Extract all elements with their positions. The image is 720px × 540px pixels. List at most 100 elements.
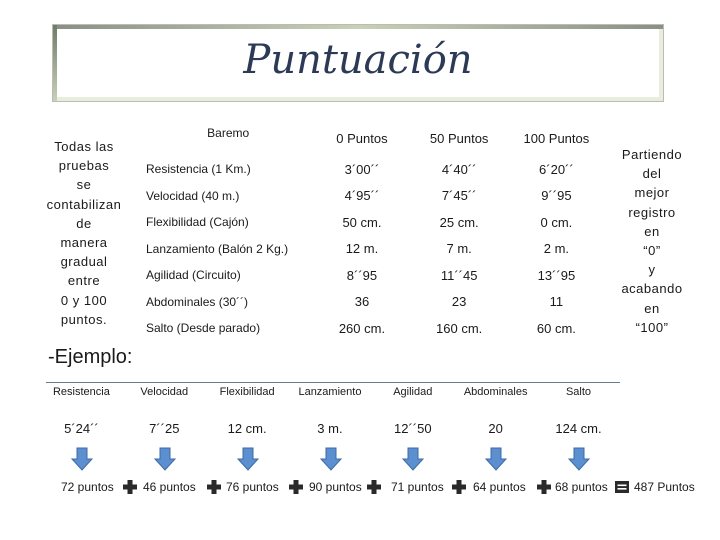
table-row: Salto (Desde parado) 260 cm. 160 cm. 60 … bbox=[143, 315, 605, 342]
baremo-header: Baremo bbox=[207, 126, 250, 140]
points-value: 90 puntos bbox=[309, 480, 362, 494]
ejemplo-label: Abdominales bbox=[463, 386, 528, 398]
ejemplo-value: 12 cm. bbox=[227, 421, 267, 436]
score-cell: 9´´95 bbox=[541, 188, 572, 204]
right-note-line: “100” bbox=[635, 319, 669, 335]
right-note-line: en bbox=[644, 300, 660, 316]
down-arrow-icon bbox=[153, 447, 177, 471]
points-value: 64 puntos bbox=[473, 480, 526, 494]
plus-icon bbox=[123, 480, 137, 494]
score-cell: 25 cm. bbox=[439, 214, 479, 230]
right-note-line: mejor bbox=[634, 185, 670, 201]
plus-icon bbox=[452, 480, 466, 494]
left-note-line: Todas las bbox=[54, 139, 114, 154]
table-row: Flexibilidad (Cajón) 50 cm. 25 cm. 0 cm. bbox=[143, 209, 605, 236]
points-value: 71 puntos bbox=[391, 480, 444, 494]
left-note: Todas las pruebas se contabilizan de man… bbox=[40, 137, 128, 329]
left-note-line: de bbox=[76, 215, 92, 231]
right-note-line: del bbox=[642, 166, 662, 182]
score-cell: 7 m. bbox=[446, 241, 472, 257]
score-cell: 8´´95 bbox=[346, 267, 378, 283]
left-note-line: contabilizan bbox=[46, 196, 122, 212]
ejemplo-value: 7´´25 bbox=[149, 421, 180, 436]
title-frame: Puntuación bbox=[52, 24, 664, 102]
score-cell: 3´00´´ bbox=[344, 161, 380, 177]
right-note-line: registro bbox=[628, 204, 676, 220]
left-note-line: manera bbox=[60, 235, 108, 251]
score-cell: 13´´95 bbox=[537, 267, 576, 283]
score-cell: 36 bbox=[354, 294, 370, 310]
down-arrow-icon bbox=[567, 447, 591, 471]
right-note-line: acabando bbox=[621, 281, 683, 297]
right-note-line: Partiendo bbox=[621, 147, 683, 162]
baremo-header-row: Baremo 0 Puntos 50 Puntos 100 Puntos bbox=[143, 120, 605, 156]
score-cell: 12 m. bbox=[345, 241, 379, 257]
equals-icon bbox=[615, 481, 629, 493]
table-row: Resistencia (1 Km.) 3´00´´ 4´40´´ 6´20´´ bbox=[143, 156, 605, 183]
ejemplo-label: Agilidad bbox=[393, 386, 433, 398]
table-row: Abdominales (30´´) 36 23 11 bbox=[143, 289, 605, 316]
points-value: 76 puntos bbox=[226, 480, 279, 494]
test-name: Flexibilidad (Cajón) bbox=[146, 215, 249, 230]
total-points: 487 Puntos bbox=[634, 480, 695, 494]
left-note-line: gradual bbox=[60, 254, 108, 270]
table-row: Lanzamiento (Balón 2 Kg.) 12 m. 7 m. 2 m… bbox=[143, 236, 605, 263]
ejemplo-label: Salto bbox=[565, 386, 592, 398]
score-cell: 0 cm. bbox=[540, 214, 573, 230]
ejemplo-label: Velocidad bbox=[140, 386, 189, 398]
right-note-line: y bbox=[648, 262, 656, 278]
plus-icon bbox=[537, 480, 551, 494]
left-note-line: puntos. bbox=[60, 311, 108, 327]
score-cell: 160 cm. bbox=[436, 320, 483, 336]
table-row: Velocidad (40 m.) 4´95´´ 7´45´´ 9´´95 bbox=[143, 183, 605, 210]
test-name: Abdominales (30´´) bbox=[146, 294, 249, 309]
page-title: Puntuación bbox=[243, 37, 473, 83]
right-note: Partiendo del mejor registro en “0” y ac… bbox=[612, 145, 692, 337]
right-note-line: en bbox=[644, 223, 660, 239]
test-name: Velocidad (40 m.) bbox=[146, 188, 240, 203]
header-0-puntos: 0 Puntos bbox=[336, 130, 388, 146]
down-arrow-icon bbox=[401, 447, 425, 471]
points-value: 68 puntos bbox=[555, 480, 608, 494]
score-cell: 6´20´´ bbox=[539, 161, 574, 177]
baremo-table: Baremo 0 Puntos 50 Puntos 100 Puntos Res… bbox=[143, 120, 605, 342]
score-cell: 11 bbox=[549, 294, 564, 310]
ejemplo-labels-row: Resistencia Velocidad Flexibilidad Lanza… bbox=[40, 386, 620, 398]
ejemplo-divider bbox=[46, 382, 620, 383]
test-name: Salto (Desde parado) bbox=[146, 321, 261, 336]
table-row: Agilidad (Circuito) 8´´95 11´´45 13´´95 bbox=[143, 262, 605, 289]
score-cell: 50 cm. bbox=[342, 214, 382, 230]
ejemplo-values-row: 5´24´´ 7´´25 12 cm. 3 m. 12´´50 20 124 c… bbox=[40, 421, 620, 436]
ejemplo-value: 124 cm. bbox=[555, 421, 602, 436]
plus-icon bbox=[367, 480, 381, 494]
score-cell: 4´95´´ bbox=[344, 188, 380, 204]
plus-icon bbox=[289, 480, 303, 494]
ejemplo-title: -Ejemplo: bbox=[48, 346, 133, 368]
score-cell: 4´40´´ bbox=[441, 161, 477, 177]
score-cell: 23 bbox=[451, 294, 467, 310]
score-cell: 2 m. bbox=[543, 241, 570, 257]
points-value: 72 puntos bbox=[61, 480, 114, 494]
down-arrow-icon bbox=[484, 447, 508, 471]
header-50-puntos: 50 Puntos bbox=[429, 130, 489, 146]
ejemplo-value: 12´´50 bbox=[394, 421, 432, 436]
title-frame-top-bar bbox=[53, 25, 663, 29]
down-arrow-icon bbox=[70, 447, 94, 471]
right-note-line: “0” bbox=[643, 243, 661, 259]
ejemplo-label: Flexibilidad bbox=[219, 386, 275, 398]
points-value: 46 puntos bbox=[143, 480, 196, 494]
left-note-line: 0 y 100 bbox=[60, 292, 108, 308]
plus-icon bbox=[207, 480, 221, 494]
left-note-line: pruebas bbox=[58, 158, 110, 174]
ejemplo-value: 20 bbox=[488, 421, 503, 436]
left-note-line: entre bbox=[67, 273, 101, 289]
score-cell: 60 cm. bbox=[536, 320, 576, 336]
ejemplo-value: 5´24´´ bbox=[64, 421, 99, 436]
header-100-puntos: 100 Puntos bbox=[523, 130, 590, 146]
score-cell: 260 cm. bbox=[338, 320, 386, 336]
score-cell: 7´45´´ bbox=[441, 188, 477, 204]
score-cell: 11´´45 bbox=[440, 267, 478, 283]
down-arrow-icon bbox=[236, 447, 260, 471]
title-frame-left-bar bbox=[53, 25, 57, 101]
test-name: Lanzamiento (Balón 2 Kg.) bbox=[146, 241, 289, 256]
